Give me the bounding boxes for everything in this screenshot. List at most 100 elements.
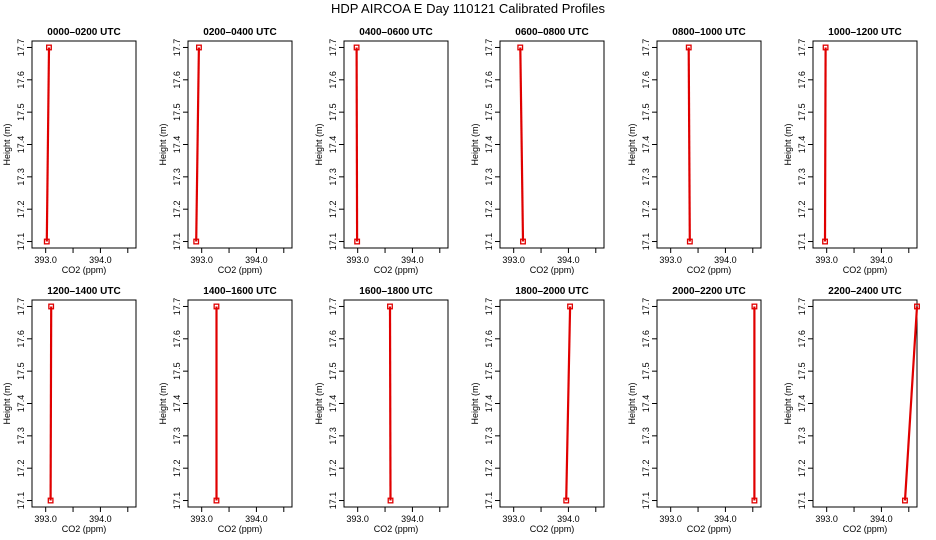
y-tick-label: 17.5 [16,103,26,121]
x-axis-label: CO2 (ppm) [374,265,419,275]
profile-line [687,47,691,242]
x-tick-label: 394.0 [245,255,268,265]
y-tick-label: 17.5 [641,103,651,121]
y-tick-label: 17.6 [328,330,338,348]
y-tick-label: 17.1 [484,233,494,251]
profile-line [823,47,827,242]
x-axis-label: CO2 (ppm) [218,265,263,275]
y-tick-label: 17.4 [16,136,26,154]
y-axis-label: Height (m) [2,382,12,424]
data-point-marker [354,238,361,245]
data-point-marker [822,44,829,51]
panel-title: 2200–2400 UTC [828,286,901,297]
y-tick-label: 17.3 [328,168,338,186]
x-tick-label: 394.0 [401,514,424,524]
y-tick-label: 17.4 [641,395,651,413]
profile-panel: 1800–2000 UTC 393.0 394.0 17.1 17.2 17.3 17.4 1… [470,286,605,534]
y-tick-label: 17.5 [797,103,807,121]
profile-line [45,47,51,242]
panel-title: 0800–1000 UTC [672,27,745,38]
y-tick-label: 17.7 [16,39,26,57]
y-tick-label: 17.6 [172,71,182,89]
data-point-marker [685,44,692,51]
y-tick-label: 17.1 [172,233,182,251]
x-tick-label: 393.0 [34,255,57,265]
panel-title: 0400–0600 UTC [359,27,432,38]
x-axis-label: CO2 (ppm) [843,524,888,534]
y-tick-label: 17.1 [328,233,338,251]
page-title: HDP AIRCOA E Day 110121 Calibrated Profi… [330,1,606,16]
x-tick-label: 393.0 [659,514,682,524]
y-tick-label: 17.1 [797,233,807,251]
x-axis-label: CO2 (ppm) [687,524,732,534]
y-tick-label: 17.1 [797,492,807,510]
profile-panel: 1600–1800 UTC 393.0 394.0 17.1 17.2 17.3 17.4 1… [314,286,449,534]
x-axis-label: CO2 (ppm) [374,524,419,534]
y-tick-label: 17.6 [484,71,494,89]
panel-title: 1800–2000 UTC [515,286,588,297]
data-point-marker [822,238,828,245]
profile-panel: 0800–1000 UTC 393.0 394.0 17.1 17.2 17.3 17.4 1… [627,27,762,275]
y-tick-label: 17.4 [328,136,338,154]
panel-title: 0200–0400 UTC [203,27,276,38]
y-tick-label: 17.5 [484,103,494,121]
x-tick-label: 393.0 [190,514,213,524]
plot-frame [812,299,918,508]
x-axis-label: CO2 (ppm) [687,265,732,275]
plot-frame [656,40,762,249]
data-point-marker [567,303,574,310]
panel-title: 1400–1600 UTC [203,286,276,297]
y-tick-label: 17.5 [328,103,338,121]
y-axis-label: Height (m) [627,123,637,165]
x-tick-label: 394.0 [870,255,893,265]
y-tick-label: 17.4 [16,395,26,413]
y-axis-label: Height (m) [158,382,168,424]
y-tick-label: 17.4 [484,136,494,154]
data-point-marker [520,238,526,245]
profile-panel: 2000–2200 UTC 393.0 394.0 17.1 17.2 17.3 17.4 1… [627,286,762,534]
data-point-marker [213,303,220,310]
plot-frame [187,40,293,249]
x-tick-label: 394.0 [714,514,737,524]
data-point-marker [48,303,55,310]
y-tick-label: 17.5 [797,362,807,380]
y-tick-label: 17.1 [172,492,182,510]
y-tick-label: 17.2 [641,459,651,477]
y-tick-label: 17.7 [16,298,26,316]
y-tick-label: 17.7 [172,298,182,316]
x-tick-label: 394.0 [245,514,268,524]
y-tick-label: 17.3 [16,168,26,186]
y-tick-label: 17.5 [484,362,494,380]
y-tick-label: 17.3 [797,427,807,445]
data-point-marker [914,303,920,310]
y-tick-label: 17.4 [328,395,338,413]
data-point-marker [902,497,908,504]
y-tick-label: 17.2 [16,459,26,477]
plot-frame [187,299,293,508]
profile-line [903,306,919,501]
y-tick-label: 17.5 [641,362,651,380]
y-axis-label: Height (m) [158,123,168,165]
profile-line [195,47,200,242]
y-tick-label: 17.2 [16,200,26,218]
y-tick-label: 17.6 [797,330,807,348]
x-tick-label: 393.0 [502,255,525,265]
y-axis-label: Height (m) [314,123,324,165]
y-tick-label: 17.2 [484,459,494,477]
y-tick-label: 17.4 [172,136,182,154]
data-point-marker [213,497,220,504]
panel-title: 2000–2200 UTC [672,286,745,297]
y-tick-label: 17.2 [172,459,182,477]
profile-panel: 0400–0600 UTC 393.0 394.0 17.1 17.2 17.3 17.4 1… [314,27,449,275]
y-tick-label: 17.1 [641,233,651,251]
plot-frame [656,299,762,508]
x-tick-label: 394.0 [714,255,737,265]
y-tick-label: 17.4 [641,136,651,154]
plot-frame [499,40,605,249]
profile-panel: 1400–1600 UTC 393.0 394.0 17.1 17.2 17.3 17.4 1… [158,286,293,534]
profile-panel: 0600–0800 UTC 393.0 394.0 17.1 17.2 17.3 17.4 1… [470,27,605,275]
y-tick-label: 17.3 [484,427,494,445]
y-tick-label: 17.4 [484,395,494,413]
x-tick-label: 394.0 [870,514,893,524]
